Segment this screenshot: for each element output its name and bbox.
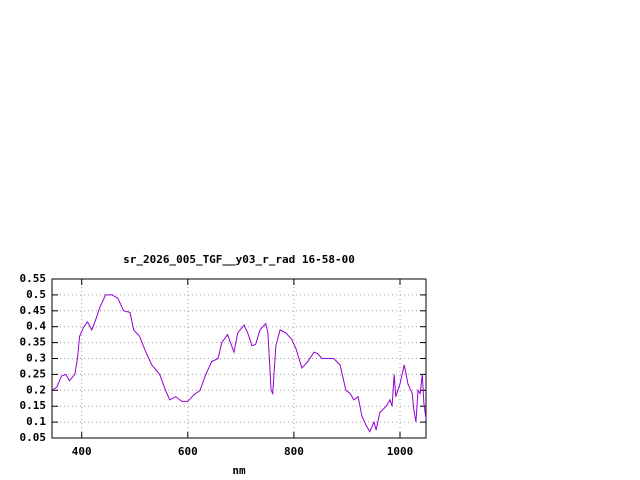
data-line [51, 294, 427, 433]
plot-frame [51, 278, 427, 439]
y-tick-label: 0.45 [20, 304, 47, 317]
y-tick-label: 0.1 [26, 415, 46, 428]
y-tick-label: 0.25 [20, 367, 47, 380]
y-tick-label: 0.55 [20, 272, 47, 285]
x-tick-label: 400 [72, 445, 92, 458]
y-tick-label: 0.5 [26, 288, 46, 301]
y-tick-label: 0.4 [26, 320, 46, 333]
x-tick-label: 1000 [387, 445, 414, 458]
y-tick-label: 0.2 [26, 383, 46, 396]
x-tick-label: 600 [178, 445, 198, 458]
y-tick-label: 0.05 [20, 431, 47, 444]
y-tick-label: 0.35 [20, 336, 47, 349]
chart-title: sr_2026_005_TGF__y03_r_rad 16-58-00 [123, 253, 355, 266]
y-tick-label: 0.15 [20, 399, 47, 412]
y-tick-label: 0.3 [26, 352, 46, 365]
x-axis-label: nm [232, 464, 246, 477]
x-tick-label: 800 [284, 445, 304, 458]
